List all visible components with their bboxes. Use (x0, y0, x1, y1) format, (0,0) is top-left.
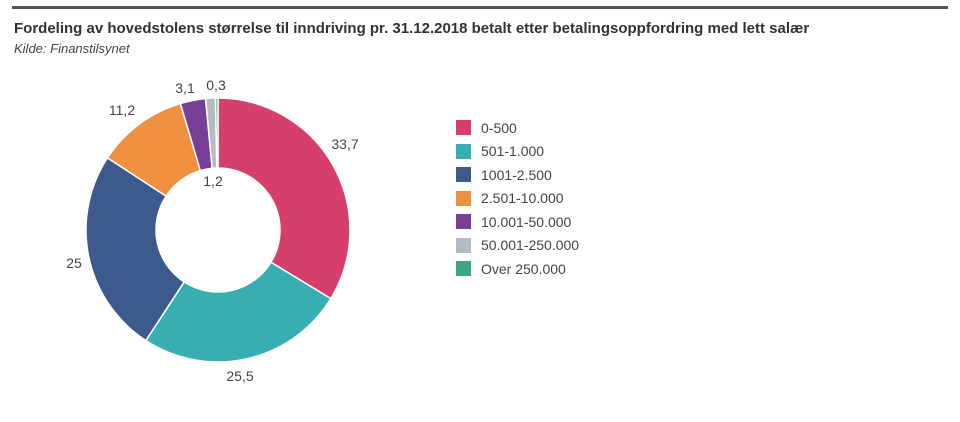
legend-label: 501-1.000 (481, 143, 545, 160)
legend-item-0-500[interactable]: 0-500 (456, 116, 579, 140)
legend-swatch (456, 167, 471, 183)
slice-1001-2-500[interactable] (85, 156, 186, 342)
legend-label: 0-500 (481, 119, 517, 136)
legend-label: 10.001-50.000 (481, 213, 572, 230)
slice-0-500[interactable] (217, 97, 351, 300)
chart-legend: 0-500 501-1.000 1001-2.500 2.501-10.000 10.0… (456, 116, 579, 281)
data-label-50-001-250-000: 1,2 (203, 173, 223, 189)
legend-item-50-001-250-000[interactable]: 50.001-250.000 (456, 234, 579, 258)
legend-label: Over 250.000 (481, 260, 566, 277)
data-label-0-500: 33,7 (331, 136, 358, 152)
legend-item-501-1-000[interactable]: 501-1.000 (456, 140, 579, 164)
data-label-over-250-000: 0,3 (206, 77, 226, 93)
slice-over-250-000[interactable] (214, 97, 219, 169)
legend-label: 1001-2.500 (481, 166, 552, 183)
data-label-1001-2-500: 25 (66, 255, 82, 271)
legend-item-10-001-50-000[interactable]: 10.001-50.000 (456, 210, 579, 234)
legend-swatch (456, 261, 471, 277)
legend-item-over-250-000[interactable]: Over 250.000 (456, 257, 579, 281)
legend-label: 2.501-10.000 (481, 190, 564, 207)
data-label-2-501-10-000: 11,2 (109, 102, 135, 118)
chart-source: Kilde: Finanstilsynet (14, 41, 130, 56)
legend-label: 50.001-250.000 (481, 237, 580, 254)
legend-item-1001-2-500[interactable]: 1001-2.500 (456, 163, 579, 187)
legend-item-2-501-10-000[interactable]: 2.501-10.000 (456, 187, 579, 211)
slice-501-1-000[interactable] (144, 261, 332, 363)
legend-swatch (456, 237, 471, 253)
legend-swatch (456, 190, 471, 206)
data-label-501-1-000: 25,5 (226, 368, 253, 384)
legend-swatch (456, 120, 471, 136)
legend-swatch (456, 214, 471, 230)
data-label-10-001-50-000: 3,1 (175, 80, 195, 96)
chart-title: Fordeling av hovedstolens størrelse til … (14, 20, 810, 37)
top-rule (12, 6, 948, 9)
legend-swatch (456, 143, 471, 159)
